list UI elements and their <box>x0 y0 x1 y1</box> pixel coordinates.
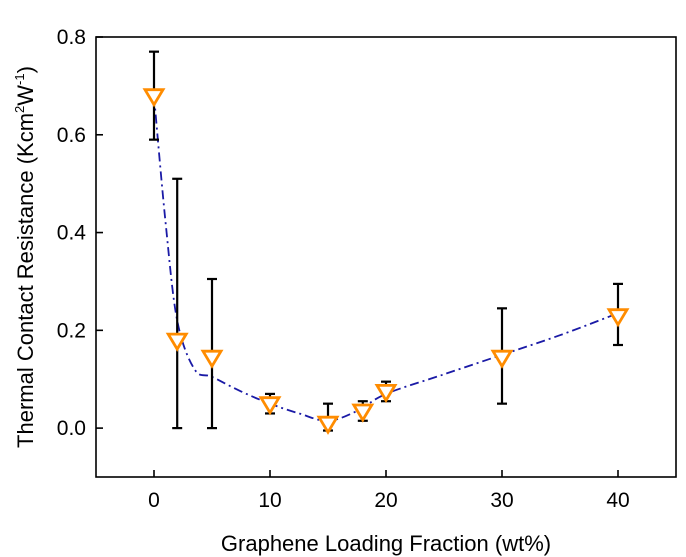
data-point-marker <box>374 383 398 404</box>
data-point-marker <box>316 415 340 435</box>
y-axis-ticks: 0.0 0.2 0.4 0.6 0.8 <box>57 26 103 440</box>
x-tick-label: 0 <box>148 489 160 512</box>
y-axis-title-sup1: 2 <box>12 106 27 113</box>
y-axis-title-mid: W <box>13 85 38 106</box>
x-tick-label: 30 <box>490 489 513 512</box>
errorbar-layer <box>149 50 623 432</box>
data-point-marker <box>606 308 630 328</box>
data-point-marker <box>200 349 224 369</box>
fit-curve <box>153 95 619 422</box>
y-tick-label: 0.8 <box>57 26 86 49</box>
marker-layer <box>142 88 630 435</box>
y-tick-label: 0.0 <box>57 417 86 440</box>
data-point-marker <box>165 332 189 352</box>
plot-frame <box>95 36 677 478</box>
data-point-marker <box>351 403 375 423</box>
x-tick-label: 40 <box>606 489 629 512</box>
x-tick-label: 20 <box>374 489 397 512</box>
y-axis-title-sup2: -1 <box>12 73 27 85</box>
y-tick-label: 0.4 <box>57 222 87 245</box>
fit-curve-layer <box>153 95 619 422</box>
data-point-marker <box>258 396 282 416</box>
x-tick-label: 10 <box>258 489 281 512</box>
y-axis-title-prefix: Thermal Contact Resistance (Kcm <box>13 113 38 448</box>
y-axis-title: Thermal Contact Resistance (Kcm2W-1) <box>12 66 38 448</box>
y-tick-label: 0.2 <box>57 319 86 342</box>
y-axis-title-suffix: ) <box>13 66 38 73</box>
y-tick-label: 0.6 <box>57 124 86 147</box>
x-axis-title: Graphene Loading Fraction (wt%) <box>221 531 551 556</box>
data-point-marker <box>142 88 166 108</box>
x-axis-ticks: 0 10 20 30 40 <box>148 470 630 512</box>
data-point-marker <box>490 349 514 369</box>
